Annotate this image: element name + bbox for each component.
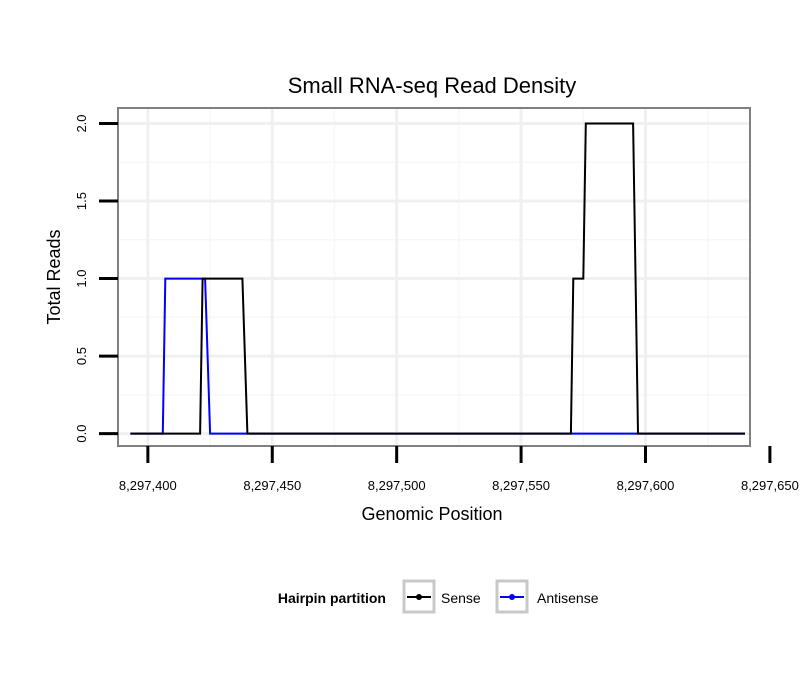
y-tick-label: 1.0 bbox=[74, 270, 89, 288]
legend-entry-sense: Sense bbox=[402, 579, 481, 614]
legend-label-antisense: Antisense bbox=[537, 590, 599, 606]
legend-dot-antisense bbox=[509, 594, 515, 600]
series-layer bbox=[130, 122, 745, 435]
plot-panel bbox=[117, 107, 751, 447]
x-tick-label: 8,297,550 bbox=[492, 478, 550, 493]
x-tick-label: 8,297,450 bbox=[243, 478, 301, 493]
x-tick-label: 8,297,650 bbox=[741, 478, 799, 493]
y-axis: 0.0 0.5 1.0 1.5 2.0 bbox=[74, 114, 118, 443]
y-tick-label: 0.5 bbox=[74, 347, 89, 365]
x-tick-label: 8,297,500 bbox=[368, 478, 426, 493]
y-tick-label: 2.0 bbox=[74, 114, 89, 132]
legend-entry-antisense: Antisense bbox=[495, 579, 599, 614]
x-axis: 8,297,400 8,297,450 8,297,500 8,297,550 8,29… bbox=[119, 446, 799, 493]
x-tick-label: 8,297,600 bbox=[617, 478, 675, 493]
grid-lines bbox=[118, 108, 750, 446]
chart-title: Small RNA-seq Read Density bbox=[288, 73, 577, 98]
y-axis-title: Total Reads bbox=[44, 229, 64, 324]
y-tick-label: 1.5 bbox=[74, 192, 89, 210]
y-tick-label: 0.0 bbox=[74, 425, 89, 443]
x-axis-title: Genomic Position bbox=[361, 504, 502, 524]
legend: Hairpin partition Sense Antisense bbox=[278, 579, 599, 614]
legend-title: Hairpin partition bbox=[278, 590, 386, 606]
x-tick-label: 8,297,400 bbox=[119, 478, 177, 493]
series-line-sense bbox=[130, 122, 745, 435]
legend-dot-sense bbox=[416, 594, 422, 600]
legend-label-sense: Sense bbox=[441, 590, 481, 606]
